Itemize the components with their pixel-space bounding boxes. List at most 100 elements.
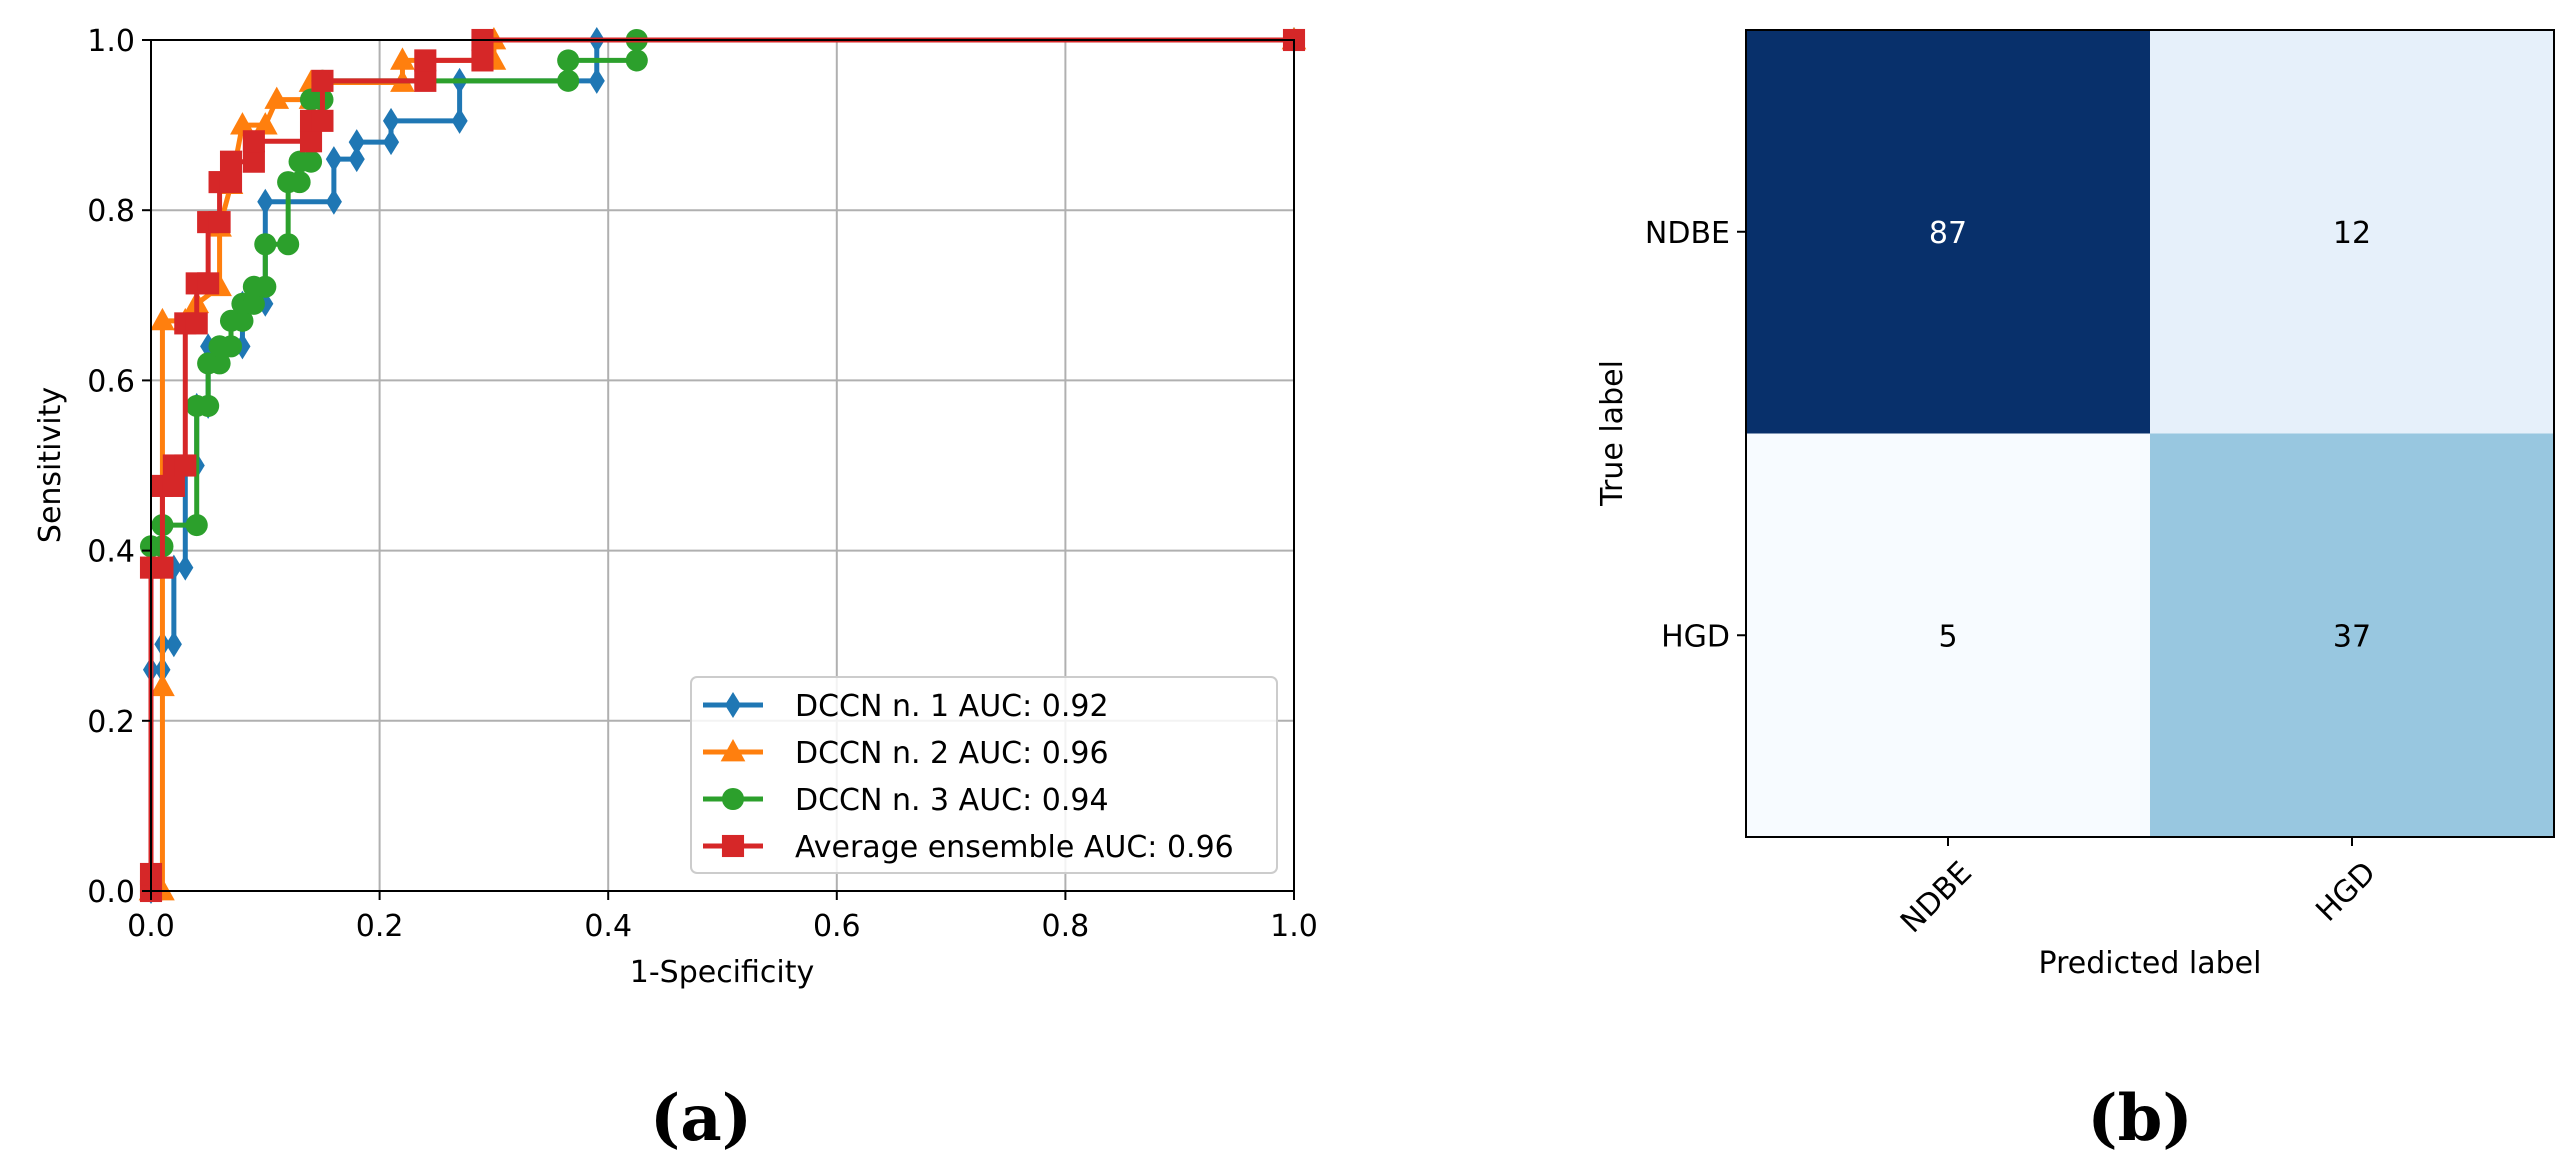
roc-x-tick-label: 0.8 [1042, 909, 1090, 944]
roc-data-point [177, 554, 194, 581]
confusion-matrix: 87 12 5 37 NDBE HGD NDBE HGD Predicted label T… [1595, 29, 2555, 981]
roc-data-point [165, 631, 182, 658]
roc-data-point [557, 69, 580, 92]
roc-legend-label: Average ensemble AUC: 0.96 [795, 830, 1234, 865]
confusion-matrix-cells: 87 12 5 37 [1746, 30, 2554, 837]
cm-cell [2150, 30, 2554, 434]
roc-legend-box [690, 676, 1278, 874]
roc-data-point [197, 272, 220, 295]
roc-data-point [185, 514, 208, 537]
roc-data-point [197, 394, 220, 417]
roc-data-point [200, 333, 217, 360]
roc-data-point [230, 112, 255, 135]
roc-legend-swatch-marker [724, 692, 742, 718]
roc-data-point [588, 67, 605, 94]
roc-data-point [162, 474, 185, 497]
roc-data-point [348, 129, 365, 156]
roc-data-point [174, 454, 197, 477]
panel-label-b: (b) [2087, 1081, 2192, 1156]
roc-legend-item: DCCN n. 2 AUC: 0.96 [703, 736, 1109, 771]
roc-data-point [219, 150, 243, 173]
cm-x-axis-label: Predicted label [2039, 946, 2262, 981]
roc-legend-swatch-marker [721, 787, 745, 811]
roc-y-tick-label: 0.8 [87, 194, 135, 229]
cm-y-tick-label: HGD [1661, 619, 1730, 654]
roc-x-tick-label: 0.2 [356, 909, 404, 944]
cm-cell [2150, 433, 2554, 837]
roc-x-tick-label: 0.4 [584, 909, 632, 944]
roc-data-point [557, 49, 580, 72]
roc-data-point [231, 309, 254, 332]
roc-legend-swatch-marker [721, 834, 745, 858]
roc-data-point [219, 171, 243, 194]
roc-legend-item: DCCN n. 1 AUC: 0.92 [703, 689, 1109, 724]
roc-y-axis-label: Sensitivity [33, 387, 68, 543]
roc-ticks: 0.0 0.2 0.4 0.6 0.8 1.0 0.0 0.2 0.4 0.6 0.8 1.0 [87, 24, 1318, 944]
roc-data-point [325, 188, 342, 215]
roc-x-tick-label: 0.0 [127, 909, 175, 944]
roc-data-point [382, 129, 400, 156]
cm-cell [1746, 30, 2150, 434]
roc-grid [150, 39, 1295, 892]
roc-data-point [242, 292, 265, 315]
roc-data-point [208, 211, 231, 234]
roc-data-point [208, 352, 231, 375]
roc-data-point [277, 233, 300, 256]
roc-x-tick-label: 1.0 [1270, 909, 1318, 944]
roc-chart: 0.0 0.2 0.4 0.6 0.8 1.0 0.0 0.2 0.4 0.6 0.8 1.0 1-S… [33, 24, 1318, 990]
roc-y-tick-label: 0.2 [87, 705, 135, 740]
roc-plot-frame [150, 39, 1295, 892]
cm-cell-value: 5 [1938, 619, 1957, 654]
cm-y-axis-label: True label [1595, 360, 1630, 507]
cm-cell-value: 12 [2333, 216, 2371, 251]
roc-data-point [242, 150, 265, 173]
roc-data-point [257, 188, 274, 215]
roc-data-point [414, 49, 437, 72]
roc-y-tick-label: 0.6 [87, 364, 135, 399]
roc-legend-swatch-marker [720, 739, 746, 762]
roc-y-tick-label: 0.4 [87, 535, 135, 570]
roc-legend-label: DCCN n. 1 AUC: 0.92 [795, 689, 1109, 724]
roc-data-point [299, 150, 323, 173]
roc-data-point [254, 275, 277, 298]
cm-cell-value: 37 [2333, 619, 2371, 654]
roc-x-axis-label: 1-Specificity [630, 955, 815, 990]
roc-data-point [150, 307, 175, 331]
roc-data-point [254, 233, 277, 256]
roc-data-point [185, 312, 208, 335]
roc-data-point [390, 47, 415, 70]
roc-legend: DCCN n. 1 AUC: 0.92 DCCN n. 2 AUC: 0.96 DC… [690, 676, 1278, 874]
roc-data-point [219, 335, 243, 358]
roc-data-point [471, 49, 494, 72]
cm-cell-value: 87 [1929, 216, 1967, 251]
roc-data-point [348, 146, 365, 173]
roc-data-point [151, 556, 174, 579]
roc-data-point [150, 673, 175, 697]
roc-data-point [311, 69, 334, 92]
roc-data-point [242, 130, 265, 153]
cm-cell [1746, 433, 2150, 837]
roc-data-point [382, 107, 400, 134]
confusion-matrix-frame [1745, 29, 2555, 838]
roc-data-point [451, 107, 468, 134]
roc-data-point [288, 171, 311, 194]
roc-y-tick-label: 1.0 [87, 24, 135, 59]
cm-x-tick-label: HGD [2309, 855, 2382, 928]
roc-data-point [625, 49, 648, 72]
cm-y-tick-label: NDBE [1645, 216, 1730, 251]
roc-series-group [138, 27, 1307, 904]
roc-data-point [325, 146, 342, 173]
roc-y-tick-label: 0.0 [87, 875, 135, 910]
roc-data-point [252, 112, 278, 135]
roc-legend-label: DCCN n. 3 AUC: 0.94 [795, 783, 1109, 818]
roc-data-point [311, 109, 334, 132]
roc-data-point [299, 130, 323, 153]
panel-label-a: (a) [650, 1081, 752, 1156]
roc-legend-label: DCCN n. 2 AUC: 0.96 [795, 736, 1109, 771]
roc-data-point [414, 69, 437, 92]
roc-x-tick-label: 0.6 [813, 909, 861, 944]
cm-x-tick-label: NDBE [1894, 855, 1979, 940]
roc-legend-item: DCCN n. 3 AUC: 0.94 [703, 783, 1109, 818]
roc-legend-item: Average ensemble AUC: 0.96 [703, 830, 1234, 865]
